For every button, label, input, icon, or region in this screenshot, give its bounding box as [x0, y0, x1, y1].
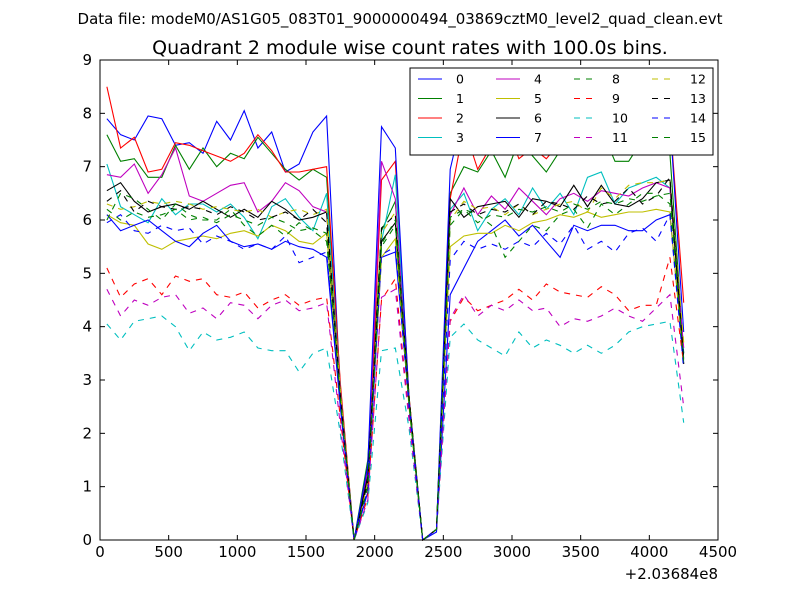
legend-label-6: 6 — [534, 111, 542, 126]
y-tick-label: 0 — [82, 531, 92, 549]
figure-suptitle: Data file: modeM0/AS1G05_083T01_90000004… — [78, 10, 723, 29]
y-tick-label: 6 — [82, 211, 92, 229]
plot-frame — [99, 59, 719, 541]
chart-title: Quadrant 2 module wise count rates with … — [152, 37, 668, 59]
series-line-14 — [106, 212, 685, 542]
y-tick-label: 7 — [82, 158, 92, 176]
legend-label-3: 3 — [456, 130, 464, 145]
legend-label-5: 5 — [534, 91, 542, 106]
x-tick-label: 3000 — [493, 543, 531, 561]
y-tick-label: 4 — [82, 318, 92, 336]
legend-label-15: 15 — [690, 130, 706, 145]
series-line-10 — [106, 315, 685, 542]
series-line-12 — [106, 179, 685, 542]
x-tick-label: 1000 — [218, 543, 256, 561]
legend-label-1: 1 — [456, 91, 464, 106]
legend-label-2: 2 — [456, 111, 464, 126]
legend-label-13: 13 — [690, 91, 706, 106]
y-tick-label: 3 — [82, 371, 92, 389]
series-line-3 — [106, 163, 685, 542]
y-tick-label: 9 — [82, 51, 92, 69]
x-tick-label: 2500 — [424, 543, 462, 561]
y-tick-label: 1 — [82, 478, 92, 496]
legend-label-11: 11 — [612, 130, 628, 145]
y-tick-label: 8 — [82, 104, 92, 122]
y-tick-label: 2 — [82, 424, 92, 442]
legend-label-7: 7 — [534, 130, 542, 145]
legend-box — [409, 67, 714, 156]
x-tick-label: 2000 — [356, 543, 394, 561]
legend-label-10: 10 — [612, 111, 628, 126]
x-tick-label: 4500 — [699, 543, 737, 561]
x-tick-label: 1500 — [287, 543, 325, 561]
legend-label-4: 4 — [534, 72, 542, 87]
x-tick-label: 0 — [95, 543, 105, 561]
x-tick-label: 3500 — [562, 543, 600, 561]
x-tick-label: 4000 — [630, 543, 668, 561]
legend-label-8: 8 — [612, 72, 620, 87]
legend-label-9: 9 — [612, 91, 620, 106]
series-line-11 — [106, 288, 685, 542]
series-line-15 — [106, 192, 685, 542]
series-layer — [106, 86, 685, 542]
y-tick-label: 5 — [82, 264, 92, 282]
legend-label-0: 0 — [456, 72, 464, 87]
series-line-8 — [106, 192, 685, 542]
x-offset-label: +2.03684e8 — [625, 565, 718, 583]
x-tick-label: 500 — [154, 543, 183, 561]
legend-label-12: 12 — [690, 72, 706, 87]
legend-label-14: 14 — [690, 111, 706, 126]
axes-layer: 0 500 1000 1500 2000 2500 3000 3500 4000 45000123… — [82, 51, 737, 561]
